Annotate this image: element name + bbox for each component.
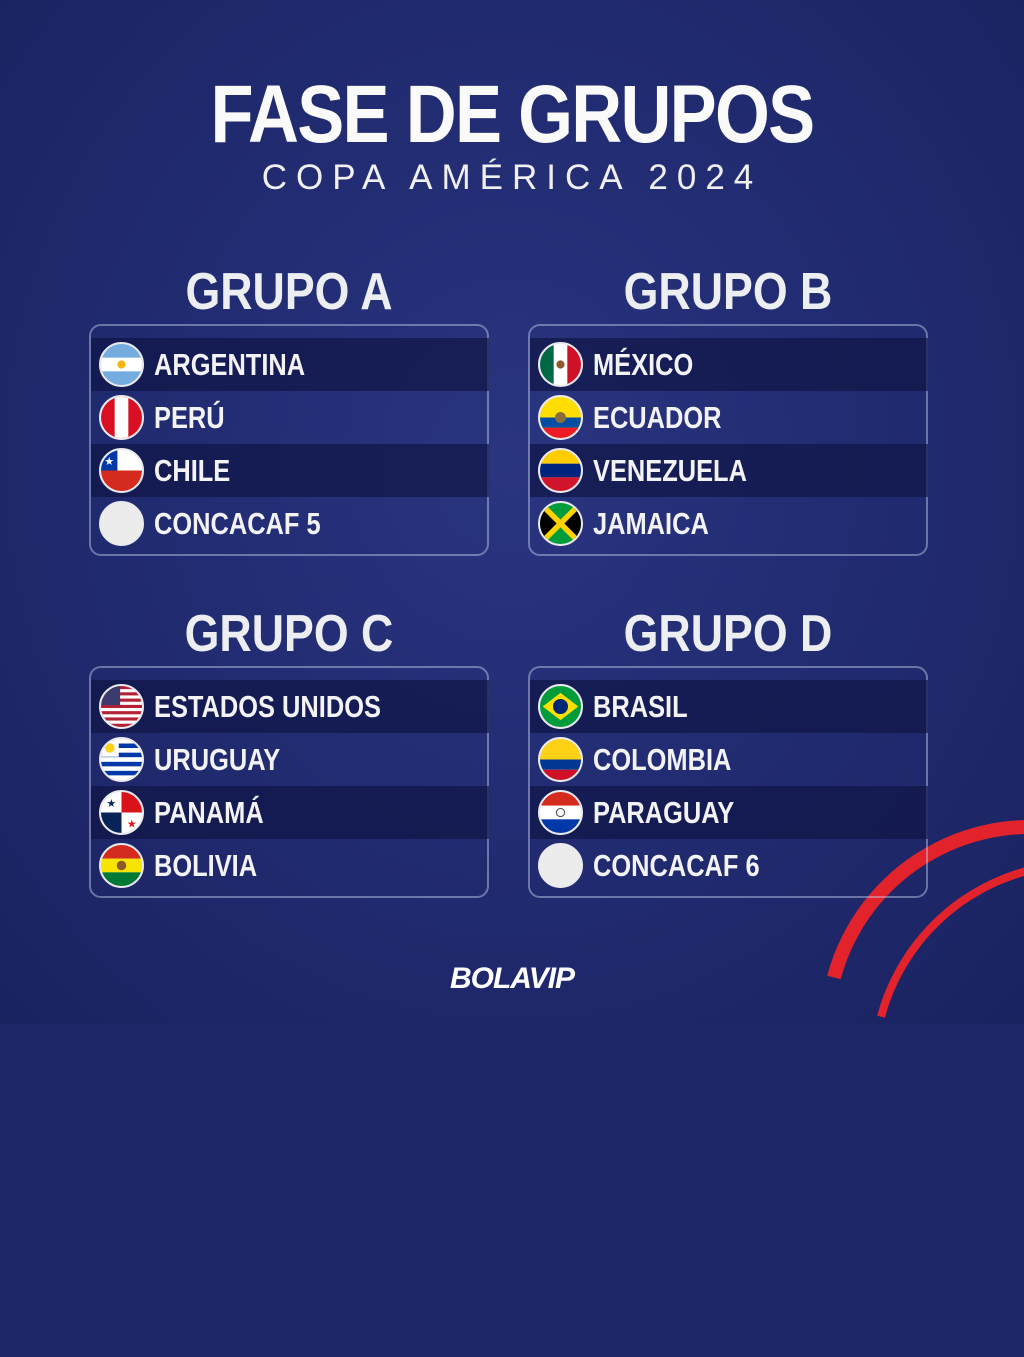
- team-name: BRASIL: [593, 688, 688, 724]
- team-name: PERÚ: [154, 399, 225, 435]
- team-row: JAMAICA: [530, 497, 926, 550]
- peru-flag-icon: [99, 395, 144, 440]
- team-row: URUGUAY: [91, 733, 487, 786]
- group-table: ESTADOS UNIDOS URUGUAY ★ ★ PANAMÁ BOLIVIA: [89, 666, 489, 898]
- bolivia-flag-icon: [99, 843, 144, 888]
- venezuela-flag-icon: [538, 448, 583, 493]
- team-row: VENEZUELA: [530, 444, 928, 497]
- svg-text:★: ★: [127, 819, 137, 831]
- team-name: URUGUAY: [154, 741, 281, 777]
- panama-flag-icon: ★ ★: [99, 790, 144, 835]
- page-title: FASE DE GRUPOS: [210, 69, 816, 160]
- team-name: PANAMÁ: [154, 794, 264, 830]
- jamaica-flag-icon: [538, 501, 583, 546]
- svg-text:★: ★: [104, 456, 114, 468]
- chile-flag-icon: ★: [99, 448, 144, 493]
- group-table: BRASIL COLOMBIA PARAGUAY CONCACAF 6: [528, 666, 928, 898]
- argentina-flag-icon: [99, 342, 144, 387]
- team-name: CHILE: [154, 452, 231, 488]
- team-name: VENEZUELA: [593, 452, 747, 488]
- team-name: CONCACAF 6: [593, 847, 760, 883]
- team-name: ESTADOS UNIDOS: [154, 688, 381, 724]
- mexico-flag-icon: [538, 342, 583, 387]
- team-row: ECUADOR: [530, 391, 926, 444]
- team-row: PERÚ: [91, 391, 487, 444]
- group-title: GRUPO B: [623, 263, 833, 321]
- bolavip-logo: BOLAVIP: [449, 962, 575, 995]
- team-name: JAMAICA: [593, 505, 709, 541]
- group-title: GRUPO A: [185, 263, 393, 321]
- blank-flag-icon: [538, 843, 583, 888]
- uruguay-flag-icon: [99, 737, 144, 782]
- brazil-flag-icon: [538, 684, 583, 729]
- team-row: COLOMBIA: [530, 733, 926, 786]
- team-name: CONCACAF 5: [154, 505, 321, 541]
- group-title: GRUPO C: [184, 605, 394, 663]
- team-name: MÉXICO: [593, 346, 694, 382]
- colombia-flag-icon: [538, 737, 583, 782]
- group-table: ARGENTINA PERÚ ★ CHILE CONCACAF 5: [89, 324, 489, 556]
- svg-text:★: ★: [106, 798, 116, 810]
- team-row: ★ ★ PANAMÁ: [91, 786, 489, 839]
- paraguay-flag-icon: [538, 790, 583, 835]
- team-row: BRASIL: [530, 680, 928, 733]
- team-row: ARGENTINA: [91, 338, 489, 391]
- team-name: BOLIVIA: [154, 847, 258, 883]
- usa-flag-icon: [99, 684, 144, 729]
- group-table: MÉXICO ECUADOR VENEZUELA JAMAICA: [528, 324, 928, 556]
- team-name: COLOMBIA: [593, 741, 732, 777]
- blank-flag-icon: [99, 501, 144, 546]
- team-row: BOLIVIA: [91, 839, 487, 892]
- team-name: PARAGUAY: [593, 794, 735, 830]
- page-subtitle: COPA AMÉRICA 2024: [261, 158, 763, 197]
- team-name: ARGENTINA: [154, 346, 306, 382]
- team-row: PARAGUAY: [530, 786, 928, 839]
- team-row: MÉXICO: [530, 338, 928, 391]
- team-row: CONCACAF 6: [530, 839, 926, 892]
- team-row: ★ CHILE: [91, 444, 489, 497]
- group-title: GRUPO D: [623, 605, 833, 663]
- team-name: ECUADOR: [593, 399, 722, 435]
- team-row: CONCACAF 5: [91, 497, 487, 550]
- team-row: ESTADOS UNIDOS: [91, 680, 489, 733]
- background: [0, 0, 1024, 1024]
- ecuador-flag-icon: [538, 395, 583, 440]
